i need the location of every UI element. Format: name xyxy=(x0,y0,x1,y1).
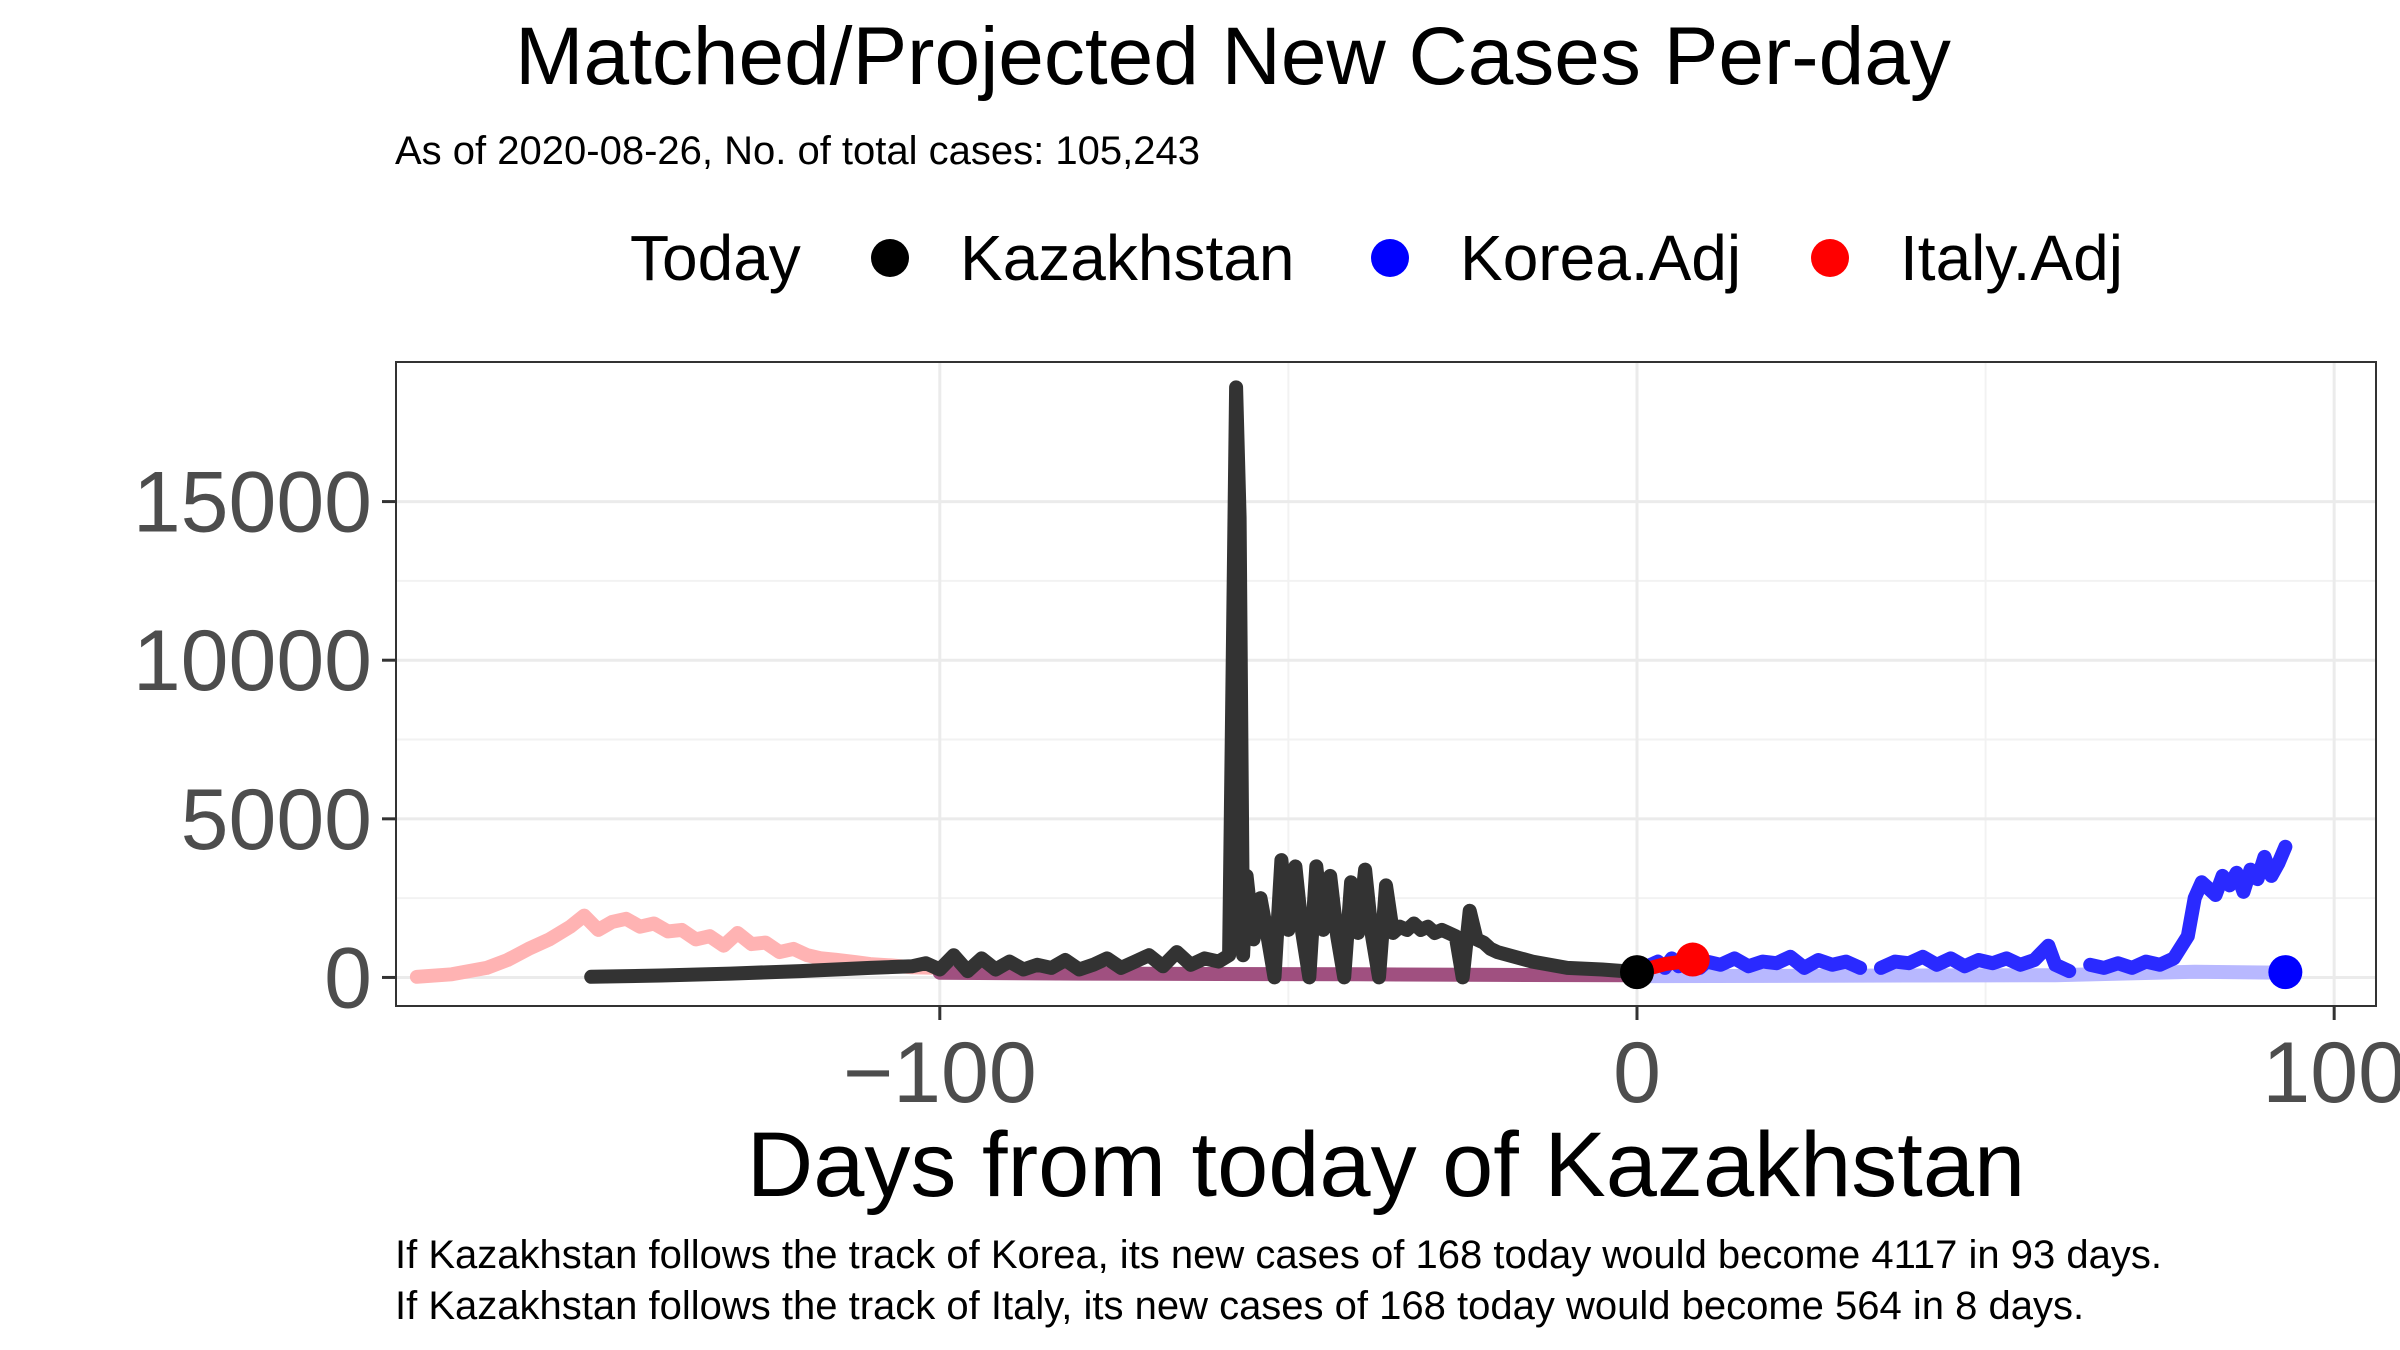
caption-korea: If Kazakhstan follows the track of Korea… xyxy=(395,1233,2162,1277)
today-points xyxy=(1619,942,2303,990)
legend-title: Today xyxy=(630,222,801,294)
x-tick-label: 0 xyxy=(1613,1025,1661,1121)
legend-marker-italy xyxy=(1811,239,1849,277)
caption-italy: If Kazakhstan follows the track of Italy… xyxy=(395,1284,2084,1328)
series-line-italy-adj-matched xyxy=(409,908,947,984)
y-tick-label: 15000 xyxy=(133,455,372,551)
today-point-korea-adj xyxy=(2268,955,2303,990)
chart-subtitle: As of 2020-08-26, No. of total cases: 10… xyxy=(395,129,1200,173)
x-tick-label: −100 xyxy=(843,1025,1037,1121)
series-line-kazakhstan-actual xyxy=(584,380,1644,985)
legend-label-italy: Italy.Adj xyxy=(1900,222,2123,294)
x-tick-label: 100 xyxy=(2262,1025,2400,1121)
legend-label-korea: Korea.Adj xyxy=(1460,222,1741,294)
chart-title: Matched/Projected New Cases Per-day xyxy=(515,11,1951,102)
today-point-kazakhstan xyxy=(1619,955,1654,990)
legend-label-kazakhstan: Kazakhstan xyxy=(960,222,1294,294)
legend-marker-korea xyxy=(1371,239,1409,277)
legend-marker-kazakhstan xyxy=(871,239,909,277)
series-line-italy-adj-matched-overlap xyxy=(932,965,1644,983)
y-tick-label: 0 xyxy=(324,930,372,1026)
y-tick-label: 5000 xyxy=(181,772,372,868)
legend: Today Kazakhstan Korea.Adj Italy.Adj xyxy=(630,222,2123,294)
today-point-italy-adj xyxy=(1675,942,1710,977)
series-line-korea-adj-matched xyxy=(1630,964,2293,984)
plot-border xyxy=(395,361,2377,1007)
axis-ticks: −100 0 100 0 5000 10000 15000 xyxy=(133,455,2400,1121)
y-tick-label: 10000 xyxy=(133,613,372,709)
x-axis-title: Days from today of Kazakhstan xyxy=(747,1114,2025,1216)
